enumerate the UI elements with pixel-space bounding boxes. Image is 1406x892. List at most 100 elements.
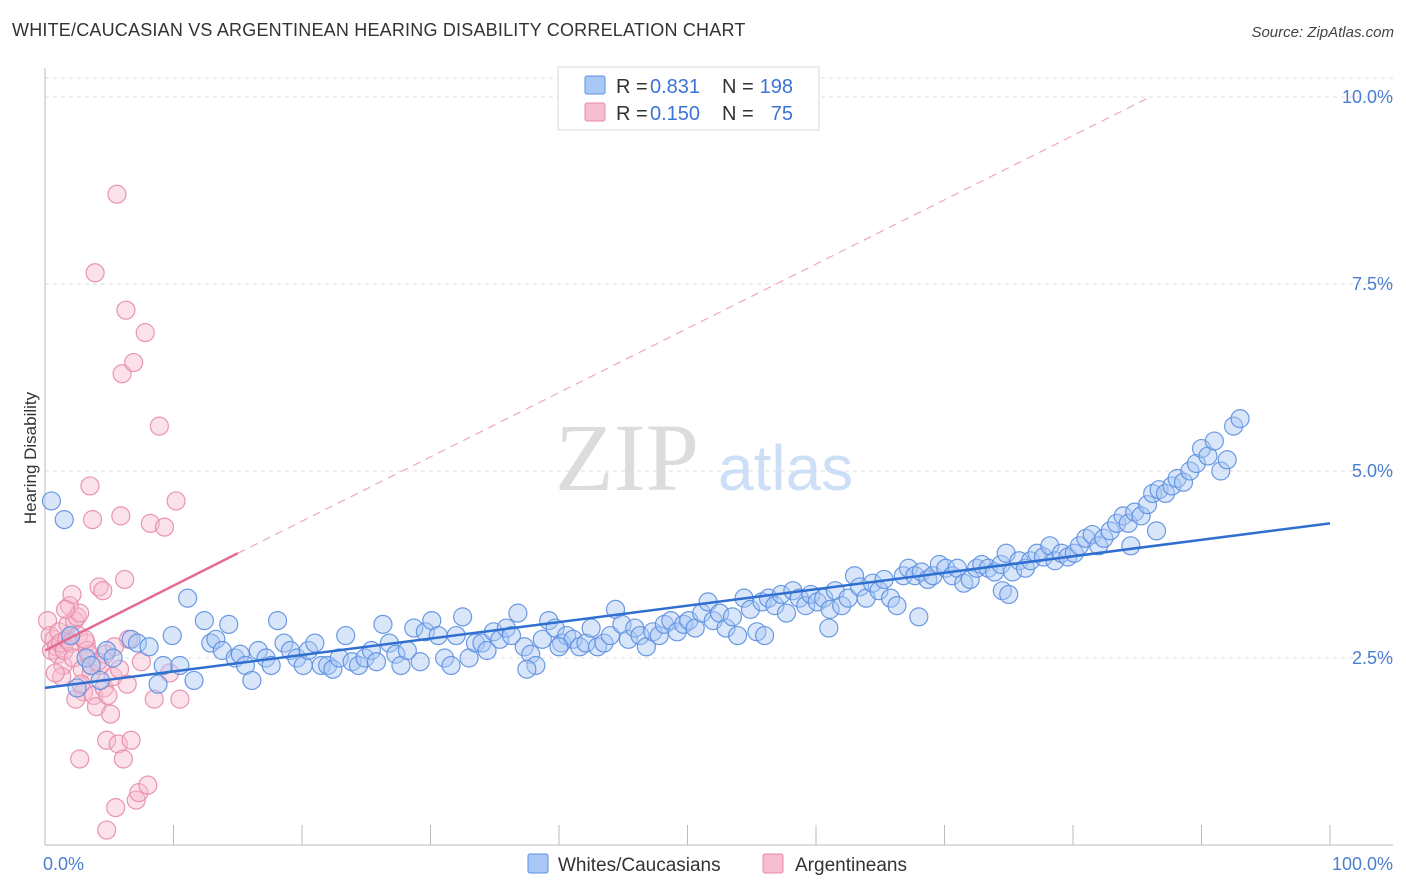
argentineans-series-swatch bbox=[762, 853, 784, 874]
whites-point bbox=[1121, 536, 1141, 556]
argentineans-point bbox=[112, 364, 132, 384]
argentineans-point bbox=[93, 581, 113, 601]
whites-trend-line bbox=[44, 522, 1331, 690]
whites-point bbox=[600, 625, 621, 646]
whites-point bbox=[674, 614, 694, 634]
watermark: ZIP atlas bbox=[555, 404, 853, 511]
whites-legend-swatch bbox=[584, 75, 606, 95]
whites-point bbox=[649, 625, 669, 646]
whites-series-swatch bbox=[527, 853, 549, 874]
whites-point bbox=[1100, 521, 1120, 541]
whites-point bbox=[549, 637, 569, 657]
whites-point bbox=[1186, 453, 1206, 474]
whites-point bbox=[219, 614, 239, 634]
chart-title: WHITE/CAUCASIAN VS ARGENTINEAN HEARING D… bbox=[12, 20, 746, 40]
argentineans-point bbox=[144, 689, 164, 709]
whites-point bbox=[477, 640, 497, 661]
whites-point bbox=[206, 629, 226, 649]
stats-legend: R = 0.831 N = 198 R = 0.150 N = 75 bbox=[557, 66, 820, 131]
y-axis-label: Hearing Disability bbox=[21, 391, 40, 524]
argentineans-point bbox=[70, 749, 90, 769]
whites-series-label: Whites/Caucasians bbox=[558, 855, 721, 876]
whites-point bbox=[722, 607, 743, 627]
whites-point bbox=[267, 610, 288, 631]
whites-point bbox=[81, 655, 101, 676]
source-credit: Source: ZipAtlas.com bbox=[1251, 24, 1394, 41]
argentineans-legend-swatch bbox=[584, 102, 606, 122]
argentineans-point bbox=[116, 300, 136, 320]
argentineans-n-label: N = bbox=[722, 103, 754, 125]
whites-point bbox=[796, 596, 816, 616]
whites-point bbox=[67, 678, 87, 698]
argentineans-r-value: 0.150 bbox=[650, 103, 700, 125]
whites-point bbox=[1224, 416, 1244, 436]
whites-point bbox=[667, 622, 687, 642]
whites-point bbox=[1180, 461, 1200, 481]
whites-point bbox=[274, 633, 294, 653]
whites-point bbox=[139, 637, 159, 657]
whites-point bbox=[435, 648, 455, 668]
argentineans-point bbox=[154, 517, 175, 537]
whites-point bbox=[532, 629, 552, 649]
argentineans-point bbox=[100, 704, 121, 724]
argentineans-series-label: Argentineans bbox=[795, 855, 907, 876]
argentineans-point bbox=[140, 513, 160, 533]
whites-point bbox=[508, 603, 528, 623]
argentineans-n-value: 75 bbox=[771, 103, 793, 125]
argentineans-point bbox=[117, 674, 137, 694]
whites-point bbox=[311, 655, 331, 676]
argentineans-point bbox=[131, 652, 151, 672]
whites-point bbox=[410, 652, 430, 672]
whites-point bbox=[880, 588, 901, 608]
argentineans-point bbox=[97, 820, 117, 840]
whites-point bbox=[1040, 536, 1060, 556]
argentineans-point bbox=[59, 596, 80, 616]
whites-point bbox=[184, 670, 204, 691]
series-legend: Whites/Caucasians Argentineans bbox=[527, 853, 907, 876]
whites-point bbox=[1009, 551, 1029, 571]
argentineans-point bbox=[135, 323, 155, 343]
whites-n-value: 198 bbox=[760, 76, 793, 98]
argentineans-point bbox=[121, 730, 141, 750]
whites-point bbox=[41, 491, 62, 511]
whites-point bbox=[819, 618, 839, 638]
whites-point bbox=[318, 655, 338, 676]
x-tick-label-min: 0.0% bbox=[43, 854, 84, 874]
whites-point bbox=[1211, 461, 1231, 481]
whites-point bbox=[999, 584, 1019, 605]
whites-point bbox=[618, 629, 638, 649]
whites-point bbox=[594, 633, 614, 653]
argentineans-point bbox=[106, 797, 126, 818]
whites-point bbox=[127, 633, 148, 653]
whites-point bbox=[97, 640, 117, 661]
whites-point bbox=[355, 648, 375, 668]
whites-point bbox=[386, 644, 406, 664]
argentineans-point bbox=[85, 263, 105, 283]
whites-point bbox=[740, 599, 761, 619]
whites-point bbox=[415, 622, 435, 642]
whites-point bbox=[776, 603, 797, 623]
whites-point bbox=[336, 625, 356, 646]
whites-point bbox=[153, 655, 173, 676]
whites-point bbox=[1107, 513, 1127, 533]
y-tick-label: 2.5% bbox=[1352, 648, 1393, 668]
whites-point bbox=[1094, 528, 1114, 548]
whites-point bbox=[765, 596, 785, 616]
whites-point bbox=[1173, 472, 1194, 492]
argentineans-point bbox=[149, 416, 169, 436]
whites-point bbox=[305, 633, 325, 653]
whites-point bbox=[148, 674, 168, 694]
whites-point bbox=[404, 618, 424, 638]
argentineans-point bbox=[166, 491, 186, 511]
whites-point bbox=[630, 625, 650, 646]
argentineans-point bbox=[45, 663, 65, 683]
whites-point bbox=[1217, 450, 1237, 470]
argentineans-point bbox=[170, 689, 190, 709]
x-axis-ticks bbox=[44, 825, 1331, 845]
whites-point bbox=[887, 596, 907, 616]
whites-point bbox=[453, 607, 473, 627]
whites-n-label: N = bbox=[722, 76, 754, 98]
argentineans-point bbox=[124, 352, 144, 373]
whites-point bbox=[1146, 521, 1167, 541]
whites-point bbox=[832, 596, 852, 616]
